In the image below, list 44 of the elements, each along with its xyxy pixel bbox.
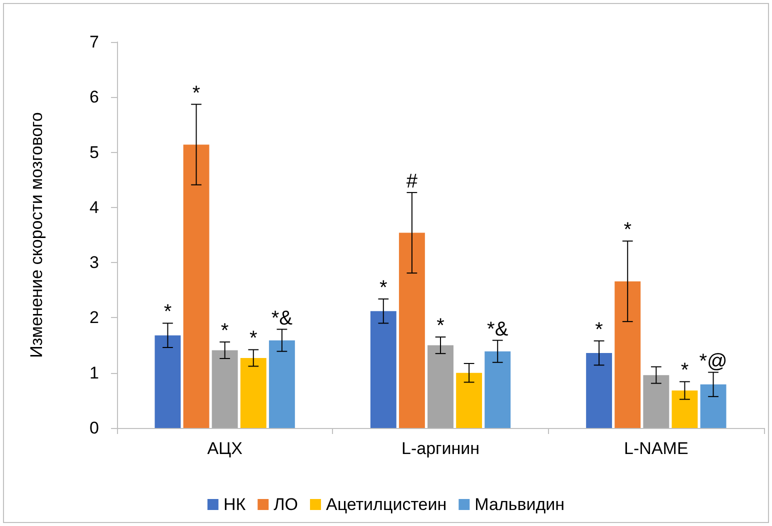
data-label: * bbox=[164, 301, 172, 324]
bar bbox=[398, 232, 425, 428]
bar bbox=[154, 335, 181, 428]
y-tick-label: 0 bbox=[90, 418, 99, 438]
legend-label: ЛО bbox=[274, 495, 298, 514]
y-tick-label: 1 bbox=[90, 363, 99, 382]
bar bbox=[614, 281, 641, 428]
bar bbox=[240, 358, 266, 428]
data-label: * bbox=[436, 315, 445, 338]
y-tick-label: 3 bbox=[90, 253, 99, 272]
bar bbox=[484, 351, 511, 428]
data-label: *& bbox=[487, 318, 509, 340]
data-label: * bbox=[220, 320, 229, 342]
bar bbox=[370, 311, 396, 428]
data-label: *& bbox=[271, 307, 294, 330]
data-label: * bbox=[249, 328, 258, 350]
x-tick-label: АЦХ bbox=[207, 439, 242, 458]
data-label: * bbox=[192, 82, 200, 104]
bar bbox=[672, 390, 698, 428]
y-tick-label: 6 bbox=[90, 88, 99, 107]
data-label: * bbox=[595, 318, 604, 341]
bar bbox=[428, 345, 454, 428]
y-tick-label: 2 bbox=[90, 308, 99, 328]
bar bbox=[586, 353, 612, 428]
data-label: # bbox=[406, 170, 418, 193]
bar bbox=[268, 340, 295, 428]
y-tick-label: 5 bbox=[90, 142, 99, 162]
bar bbox=[456, 372, 482, 428]
y-axis-title: Изменение скорости мозгового bbox=[27, 112, 46, 358]
data-label: * bbox=[624, 219, 632, 242]
x-tick-label: L-аргинин bbox=[402, 439, 480, 458]
y-tick-label: 7 bbox=[90, 32, 99, 52]
data-label: * bbox=[680, 360, 689, 382]
y-tick-label: 4 bbox=[90, 198, 99, 217]
data-label: *@ bbox=[699, 350, 728, 372]
bar bbox=[643, 375, 670, 428]
legend-label: Мальвидин bbox=[474, 495, 565, 514]
bar bbox=[212, 350, 238, 428]
legend-label: Ацетилцистеин bbox=[326, 495, 447, 514]
x-tick-label: L-NAME bbox=[624, 439, 688, 458]
bar bbox=[700, 384, 726, 428]
legend-label: НК bbox=[223, 495, 246, 514]
bar bbox=[183, 144, 210, 428]
data-label: * bbox=[379, 276, 388, 299]
